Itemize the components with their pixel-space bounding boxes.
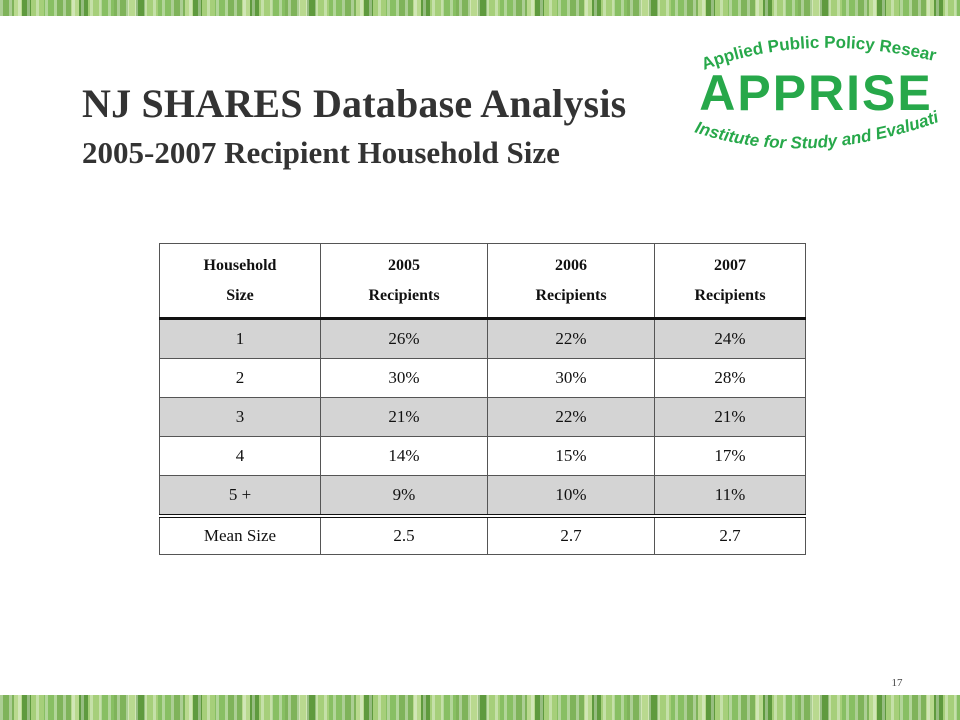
decorative-top-band: [0, 0, 960, 16]
table-cell: 21%: [654, 397, 806, 437]
slide-title: NJ SHARES Database Analysis: [82, 81, 627, 126]
table-cell: 24%: [654, 318, 806, 359]
table-cell: 30%: [487, 358, 655, 398]
table-row: 2 30% 30% 28%: [159, 358, 806, 398]
page-number: 17: [891, 677, 903, 689]
logo-name: APPRISE: [699, 65, 933, 121]
table-row: 5 + 9% 10% 11%: [159, 475, 806, 518]
table-row-mean-size: Mean Size 2.5 2.7 2.7: [159, 515, 806, 555]
header-2007-recipients: 2007 Recipients: [654, 243, 806, 320]
table-cell: 1: [159, 318, 321, 359]
header-household-size: Household Size: [159, 243, 321, 320]
apprise-logo: Applied Public Policy Research Institute…: [668, 22, 942, 152]
table-cell: 22%: [487, 397, 655, 437]
table-cell: 14%: [320, 436, 488, 476]
table-row: 1 26% 22% 24%: [159, 318, 806, 359]
table-cell: 9%: [320, 475, 488, 518]
table-cell: 15%: [487, 436, 655, 476]
table-cell: 26%: [320, 318, 488, 359]
table-cell: 2.5: [320, 515, 488, 555]
header-2006-recipients: 2006 Recipients: [487, 243, 655, 320]
table-cell: 30%: [320, 358, 488, 398]
table-cell: 2: [159, 358, 321, 398]
table-cell: 10%: [487, 475, 655, 518]
table-cell: 22%: [487, 318, 655, 359]
table-cell: 17%: [654, 436, 806, 476]
table-cell: 4: [159, 436, 321, 476]
table-header-row: Household Size 2005 Recipients 2006 Reci…: [159, 243, 806, 320]
slide-subtitle: 2005-2007 Recipient Household Size: [82, 135, 560, 170]
table-row: 4 14% 15% 17%: [159, 436, 806, 476]
table-cell: 3: [159, 397, 321, 437]
header-2005-recipients: 2005 Recipients: [320, 243, 488, 320]
table-cell: 2.7: [654, 515, 806, 555]
table-cell: 21%: [320, 397, 488, 437]
table-cell: 5 +: [159, 475, 321, 518]
table-row: 3 21% 22% 21%: [159, 397, 806, 437]
household-size-table: Household Size 2005 Recipients 2006 Reci…: [159, 243, 806, 555]
decorative-bottom-band: [0, 695, 960, 720]
table-cell: 28%: [654, 358, 806, 398]
table-cell: 2.7: [487, 515, 655, 555]
table-cell: Mean Size: [159, 515, 321, 555]
table-cell: 11%: [654, 475, 806, 518]
